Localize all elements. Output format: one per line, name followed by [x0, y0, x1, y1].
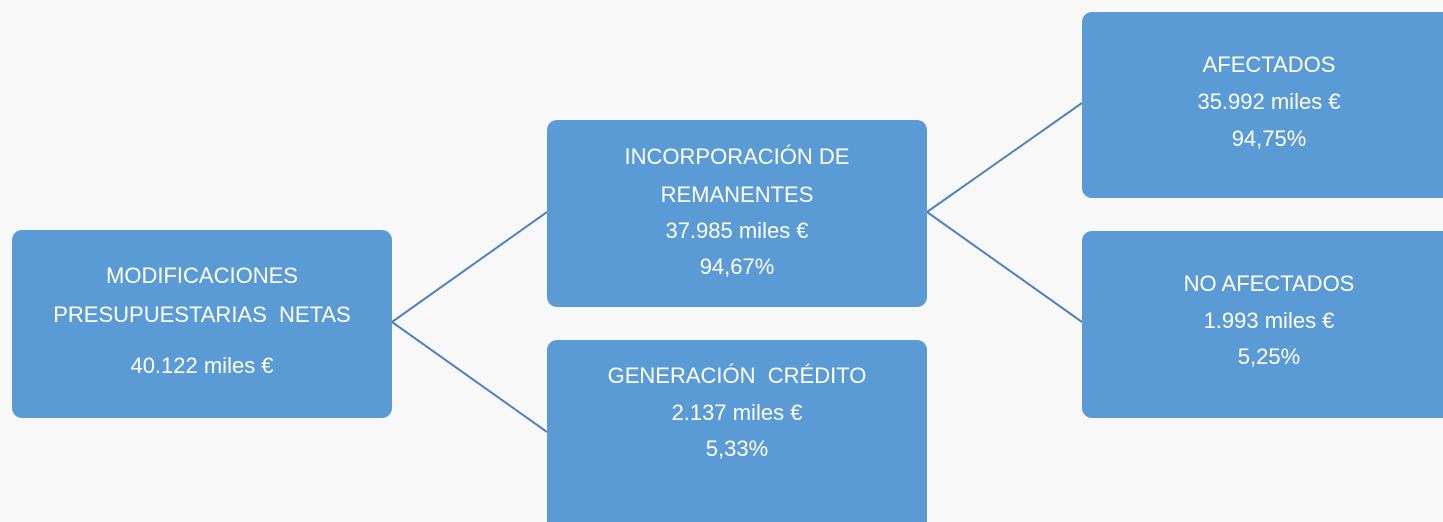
connector: [926, 102, 1083, 213]
node-text: GENERACIÓN CRÉDITO: [608, 363, 867, 388]
node-text: PRESUPUESTARIAS NETAS: [53, 302, 350, 327]
connector: [391, 321, 548, 433]
node-text: 1.993 miles €: [1204, 308, 1335, 333]
node-text: 94,75%: [1232, 126, 1307, 151]
node-box: [1082, 231, 1443, 418]
connector: [391, 211, 548, 323]
node-text: AFECTADOS: [1203, 52, 1336, 77]
connector: [926, 211, 1083, 323]
node-text: REMANENTES: [661, 182, 814, 207]
node-box: [547, 120, 927, 307]
node-text: NO AFECTADOS: [1184, 271, 1355, 296]
node-text: 2.137 miles €: [672, 400, 803, 425]
node-box: [1082, 12, 1443, 198]
node-text: 37.985 miles €: [665, 218, 808, 243]
node-text: INCORPORACIÓN DE: [625, 144, 850, 169]
node-text: MODIFICACIONES: [106, 263, 298, 288]
node-text: 5,33%: [706, 436, 768, 461]
node-box: [12, 230, 392, 418]
node-text: 35.992 miles €: [1197, 89, 1340, 114]
node-text: 94,67%: [700, 254, 775, 279]
node-box: [547, 340, 927, 522]
node-text: 40.122 miles €: [130, 353, 273, 378]
node-text: 5,25%: [1238, 344, 1300, 369]
